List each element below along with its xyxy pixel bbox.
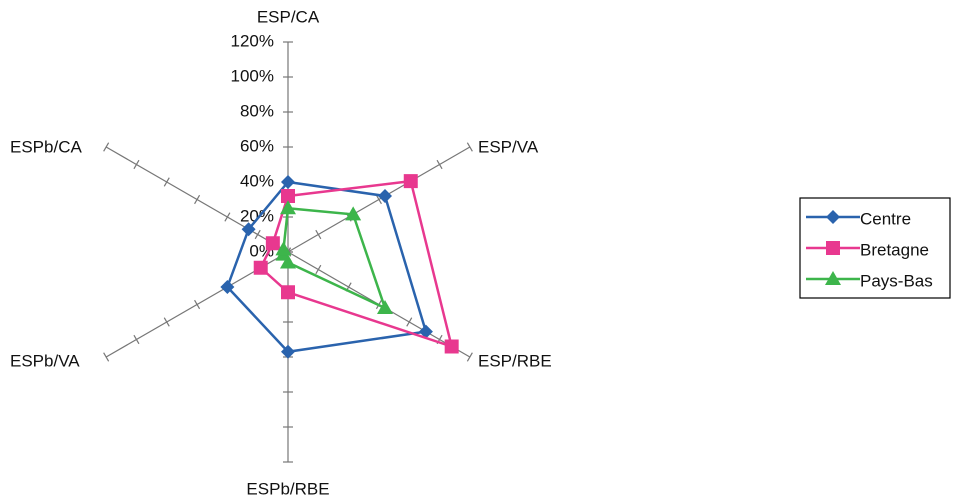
marker: [220, 280, 235, 294]
tick-label: 80%: [240, 101, 274, 120]
tick-mark: [163, 177, 170, 187]
tick-mark: [133, 159, 140, 170]
marker: [376, 300, 393, 314]
tick-mark: [133, 334, 140, 345]
marker: [281, 285, 295, 300]
marker: [826, 210, 840, 224]
tick-label: 20%: [240, 206, 274, 225]
marker: [345, 206, 362, 221]
marker: [826, 241, 840, 255]
tick-label: 120%: [231, 31, 274, 50]
tick-mark: [163, 317, 170, 327]
marker: [265, 236, 280, 251]
marker: [281, 344, 295, 359]
tick-mark: [194, 299, 201, 310]
tick-label: 40%: [240, 171, 274, 190]
marker: [253, 260, 268, 275]
marker: [444, 339, 459, 354]
tick-mark: [466, 142, 473, 152]
legend-label: Centre: [860, 209, 911, 228]
tick-mark: [466, 352, 473, 362]
tick-label: 100%: [231, 66, 274, 85]
tick-mark: [436, 159, 443, 170]
tick-mark: [224, 212, 231, 222]
tick-mark: [315, 229, 322, 240]
marker: [418, 324, 433, 339]
tick-mark: [103, 352, 110, 362]
axis-label: ESPb/VA: [10, 351, 80, 370]
axis-label: ESP/RBE: [478, 351, 552, 370]
marker: [275, 241, 292, 256]
marker: [825, 271, 841, 285]
legend-label: Pays-Bas: [860, 271, 933, 290]
tick-mark: [103, 142, 110, 152]
marker: [280, 254, 296, 269]
tick-label: 60%: [240, 136, 274, 155]
marker: [403, 174, 418, 189]
marker: [280, 200, 296, 215]
marker: [281, 189, 295, 203]
axis-label: ESPb/RBE: [246, 479, 329, 498]
axis-label: ESP/VA: [478, 137, 539, 156]
axis-label: ESP/CA: [257, 7, 320, 26]
axis-label: ESPb/CA: [10, 137, 82, 156]
tick-mark: [406, 317, 413, 327]
marker: [377, 189, 392, 203]
tick-mark: [194, 194, 201, 205]
legend-label: Bretagne: [860, 240, 929, 259]
marker: [241, 222, 256, 237]
tick-mark: [315, 264, 322, 275]
tick-mark: [375, 194, 382, 205]
marker: [281, 175, 295, 189]
tick-mark: [254, 229, 261, 240]
